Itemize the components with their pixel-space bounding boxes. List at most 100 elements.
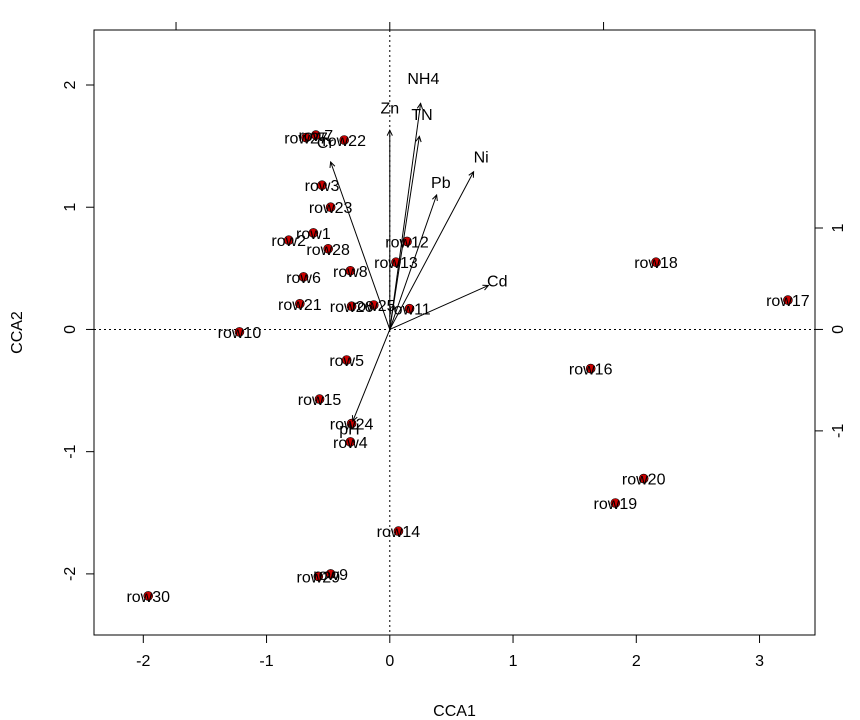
env-arrowhead (415, 135, 422, 143)
site-point-row11 (404, 303, 415, 314)
site-label-row23: row23 (309, 200, 353, 217)
site-label-row1: row1 (296, 226, 331, 243)
env-vector-ph (352, 329, 391, 422)
site-point-row7 (311, 130, 321, 140)
site-point-row23 (325, 202, 336, 213)
site-point-row15 (314, 394, 325, 404)
env-arrowhead (416, 102, 423, 110)
site-label-row28: row28 (306, 242, 350, 259)
x-tick-label: -2 (136, 653, 150, 670)
site-point-row29 (313, 571, 324, 582)
site-point-row28 (323, 243, 333, 254)
site-point-row16 (585, 363, 596, 374)
site-label-row22: row22 (322, 133, 366, 150)
site-label-row24: row24 (330, 417, 374, 434)
x-tick-label: 3 (755, 653, 764, 670)
env-vector-cr (330, 161, 391, 330)
site-point-row20 (638, 473, 649, 484)
y-tick-label: -1 (62, 444, 79, 458)
y-tick-label: 2 (62, 80, 79, 89)
site-label-row15: row15 (298, 392, 342, 409)
env-vectors (329, 102, 490, 423)
x-tick-label: 1 (509, 653, 518, 670)
y-tick-label: 0 (62, 325, 79, 334)
site-label-row5: row5 (329, 353, 364, 370)
site-label-row20: row20 (622, 472, 666, 489)
env-vector-pb (389, 194, 438, 330)
site-point-row22 (339, 135, 349, 145)
env-label-tn: TN (411, 107, 432, 124)
site-label-row14: row14 (377, 524, 421, 541)
env-label-cd: Cd (487, 273, 507, 290)
site-point-row12 (402, 236, 412, 247)
site-label-row7: row7 (299, 128, 334, 145)
site-point-row18 (651, 257, 661, 268)
site-label-row6: row6 (286, 270, 321, 287)
site-label-row19: row19 (594, 496, 638, 513)
site-point-row17 (783, 295, 793, 305)
site-label-row27: row27 (284, 131, 328, 148)
top-axis-ticks (175, 22, 605, 30)
site-label-row25: row25 (352, 298, 396, 315)
site-point-row24 (346, 418, 357, 429)
x-tick-label: 0 (385, 653, 394, 670)
env-arrowhead (432, 193, 438, 202)
env-label-zn: Zn (380, 100, 399, 117)
x-axis-ticks: -2 -1 0 1 2 3 (136, 635, 764, 670)
env-label-cr: Cr (317, 135, 335, 152)
env-arrowhead (351, 415, 358, 423)
site-point-row6 (298, 272, 309, 282)
site-point-row4 (345, 437, 356, 447)
site-point-row2 (283, 235, 294, 246)
site-label-row21: row21 (278, 297, 322, 314)
site-label-row4: row4 (333, 435, 368, 452)
site-point-row26 (346, 301, 357, 312)
site-point-row5 (341, 355, 352, 365)
right-axis-ticks: -1 0 1 (815, 223, 847, 438)
site-label-row12: row12 (385, 234, 429, 251)
env-vector-nh4 (389, 103, 422, 330)
site-point-row10 (234, 327, 245, 337)
x-tick-label: 2 (632, 653, 641, 670)
y-tick-label: 1 (62, 203, 79, 212)
right-tick-label: -1 (830, 424, 847, 438)
site-point-row9 (325, 569, 336, 579)
env-arrowhead (329, 160, 336, 169)
env-label-ni: Ni (474, 150, 489, 167)
env-label-ph: pH (339, 421, 359, 438)
y-axis-ticks: -2 -1 0 1 2 (62, 80, 94, 581)
right-tick-label: 0 (830, 325, 847, 334)
site-point-row14 (393, 526, 404, 536)
site-point-row3 (317, 180, 327, 191)
site-label-row9: row9 (313, 567, 348, 584)
y-tick-label: -2 (62, 567, 79, 581)
x-tick-label: -1 (259, 653, 273, 670)
site-point-row8 (345, 265, 356, 276)
y-axis-title: CCA2 (9, 311, 26, 354)
site-point-row19 (610, 498, 621, 508)
x-axis-title: CCA1 (433, 703, 476, 720)
env-vector-ni (389, 171, 475, 330)
site-label-row26: row26 (330, 299, 374, 316)
env-label-nh4: NH4 (407, 71, 439, 88)
site-label-row3: row3 (305, 178, 340, 195)
env-vector-tn (389, 136, 420, 330)
site-label-row17: row17 (766, 293, 810, 310)
site-label-row11: row11 (388, 302, 430, 319)
site-point-row27 (301, 132, 311, 143)
site-label-row10: row10 (218, 325, 262, 342)
env-vector-cd (389, 284, 489, 330)
site-point-row25 (368, 300, 379, 310)
right-tick-label: 1 (830, 223, 847, 232)
site-point-row1 (308, 228, 319, 238)
site-label-row8: row8 (333, 264, 368, 281)
site-label-row13: row13 (374, 255, 418, 272)
env-arrowhead (482, 284, 490, 291)
site-point-row21 (295, 298, 305, 309)
site-label-row2: row2 (271, 233, 306, 250)
site-label-row16: row16 (569, 362, 613, 379)
env-label-pb: Pb (431, 175, 451, 192)
